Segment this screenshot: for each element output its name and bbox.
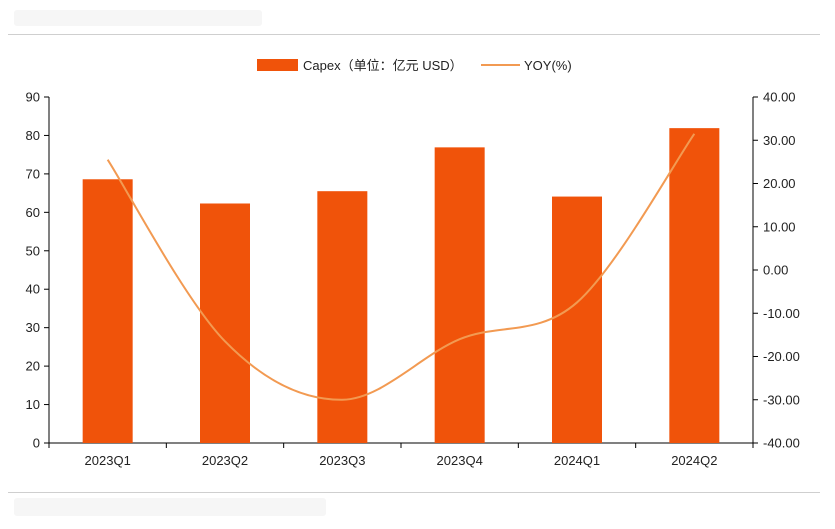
right-axis-tick-label: 30.00	[763, 133, 796, 148]
x-axis-tick-label: 2024Q2	[671, 453, 717, 468]
legend-label-yoy: YOY(%)	[524, 58, 572, 73]
axes: 0 10 20 30 40 50 60 70 80 90 -40.00 -30.00 -20.00 -10…	[26, 90, 800, 451]
right-axis-tick-label: -30.00	[763, 392, 800, 407]
x-axis-tick-label: 2023Q1	[85, 453, 131, 468]
left-axis-tick-label: 0	[33, 436, 40, 451]
left-axis-tick-label: 20	[26, 359, 40, 374]
capex-bar	[434, 147, 485, 443]
capex-bar	[552, 196, 602, 443]
left-axis-tick-label: 60	[26, 205, 40, 220]
left-axis-tick-label: 50	[26, 243, 40, 258]
legend: Capex（单位：亿元 USD） YOY(%)	[257, 58, 572, 73]
faded-header-text	[14, 10, 262, 26]
right-axis-tick-label: -20.00	[763, 349, 800, 364]
line-series-yoy	[106, 133, 696, 401]
left-axis-tick-label: 80	[26, 128, 40, 143]
capex-bar	[669, 128, 720, 443]
right-axis-tick-label: -10.00	[763, 306, 800, 321]
x-axis-tick-label: 2024Q1	[554, 453, 600, 468]
legend-label-capex: Capex（单位：亿元 USD）	[303, 58, 463, 73]
x-axis-tick-label: 2023Q4	[437, 453, 483, 468]
capex-bar	[82, 179, 133, 443]
yoy-line	[106, 133, 696, 401]
right-axis-tick-label: 20.00	[763, 176, 796, 191]
legend-swatch-capex	[257, 59, 298, 71]
bottom-divider	[8, 492, 820, 493]
left-axis-tick-label: 70	[26, 166, 40, 181]
left-axis-tick-label: 90	[26, 90, 40, 105]
capex-bar	[200, 203, 250, 443]
bar-series-capex	[82, 128, 720, 443]
right-axis-tick-label: -40.00	[763, 436, 800, 451]
right-axis-tick-label: 0.00	[763, 263, 788, 278]
capex-bar	[317, 191, 368, 443]
x-axis-tick-label: 2023Q2	[202, 453, 248, 468]
left-axis-tick-label: 10	[26, 397, 40, 412]
right-axis-tick-label: 40.00	[763, 90, 796, 105]
left-axis-tick-label: 40	[26, 282, 40, 297]
x-axis-tick-label: 2023Q3	[319, 453, 365, 468]
left-axis-tick-label: 30	[26, 320, 40, 335]
x-axis-labels: 2023Q1 2023Q2 2023Q3 2023Q4 2024Q1 2024Q2	[85, 453, 718, 468]
right-axis-tick-label: 10.00	[763, 219, 796, 234]
faded-footer-text	[14, 498, 326, 516]
top-divider	[8, 34, 820, 35]
